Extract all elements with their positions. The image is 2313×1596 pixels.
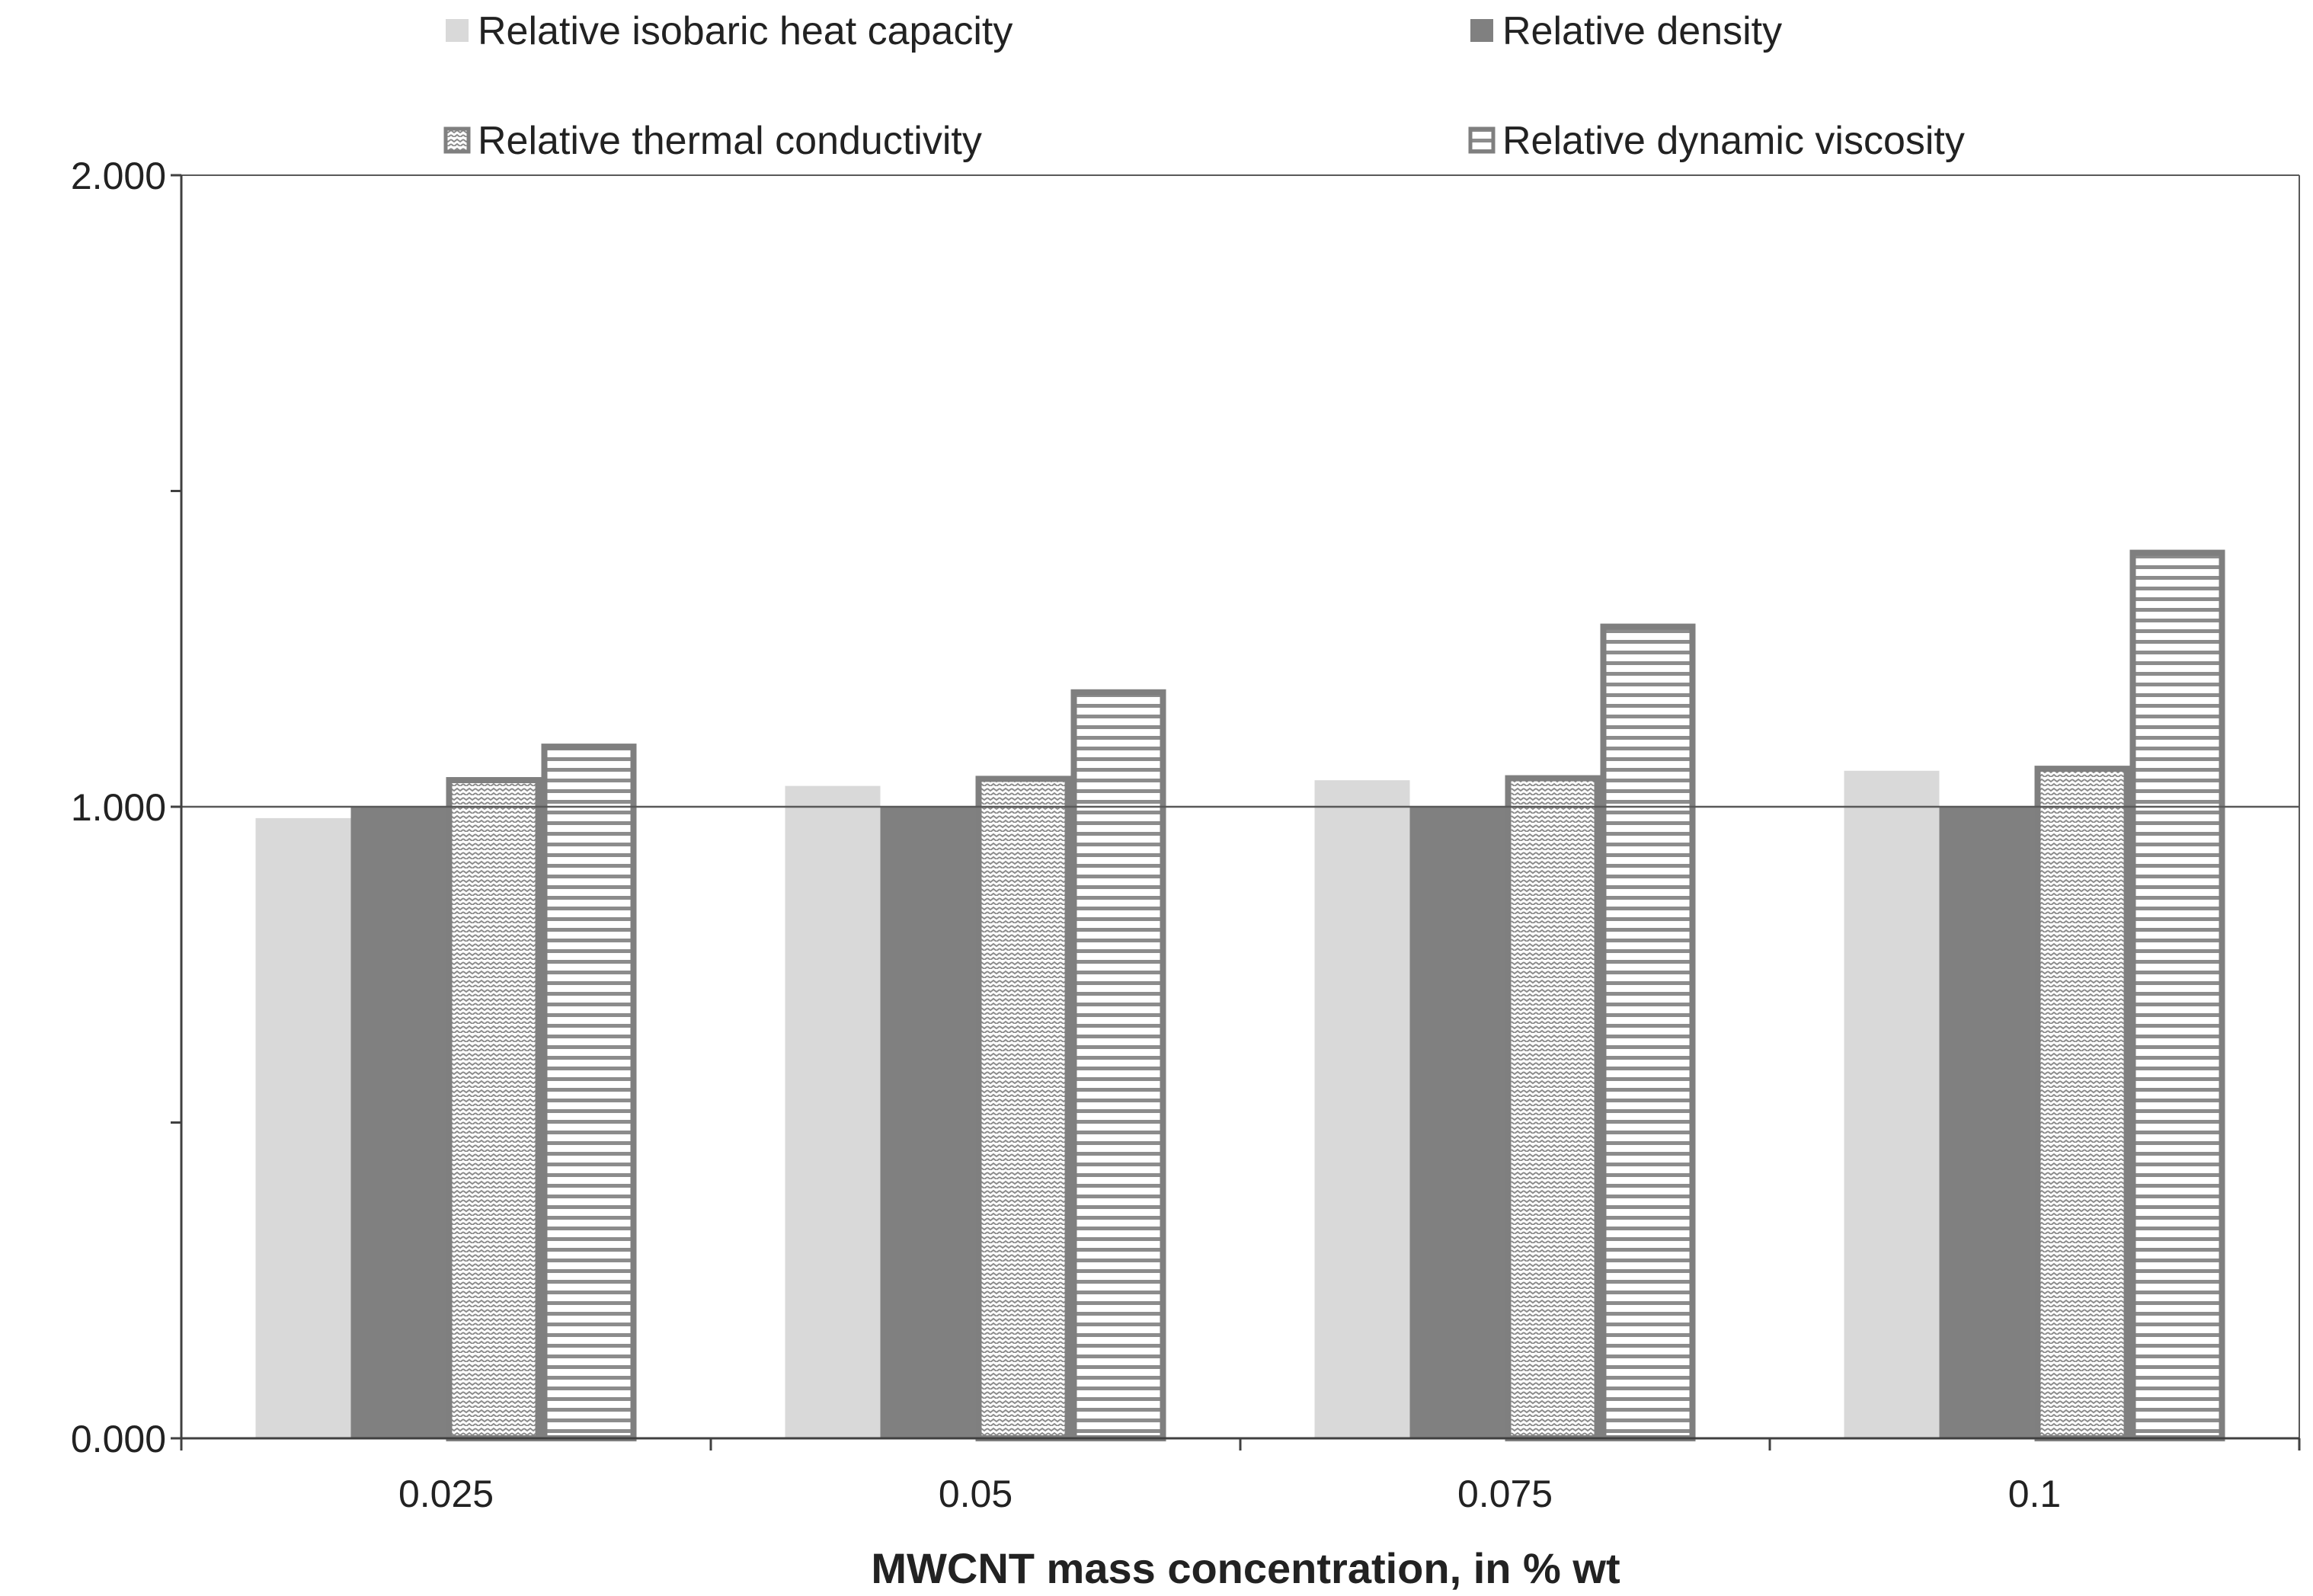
legend-swatch-relative-isobaric-heat-capacity	[446, 19, 469, 42]
x-tick-label-0-1: 0.1	[2008, 1473, 2062, 1515]
bar-relative-isobaric-heat-capacity-0-1	[1844, 770, 1940, 1438]
bar-relative-dynamic-viscosity-0-025	[541, 744, 637, 1441]
bar-relative-density-0-025	[350, 807, 446, 1438]
legend-swatch-relative-density	[1470, 19, 1493, 42]
bar-relative-thermal-conductivity-0-075	[1505, 775, 1601, 1441]
legend-label-relative-thermal-conductivity: Relative thermal conductivity	[478, 119, 982, 163]
bar-relative-density-0-05	[880, 807, 976, 1438]
bar-relative-isobaric-heat-capacity-0-025	[255, 817, 351, 1438]
x-tick-label-0-05: 0.05	[939, 1473, 1013, 1515]
bar-relative-thermal-conductivity-0-05	[975, 776, 1071, 1441]
legend: Relative isobaric heat capacity Relative …	[443, 9, 1965, 163]
legend-label-relative-density: Relative density	[1502, 9, 1782, 53]
bar-relative-isobaric-heat-capacity-0-075	[1314, 780, 1410, 1438]
bars	[255, 549, 2225, 1442]
axes: 0.000 1.000 2.000 0.025 0.05 0.075 0.1	[71, 155, 2301, 1515]
bar-relative-thermal-conductivity-0-025	[446, 777, 542, 1441]
bar-relative-thermal-conductivity-0-1	[2034, 766, 2130, 1441]
bar-relative-density-0-1	[1939, 807, 2035, 1438]
y-tick-label-1: 1.000	[71, 786, 166, 829]
y-tick-label-2: 2.000	[71, 155, 166, 197]
x-tick-label-0-025: 0.025	[398, 1473, 494, 1515]
x-tick-label-0-075: 0.075	[1457, 1473, 1553, 1515]
bar-relative-density-0-075	[1409, 807, 1505, 1438]
y-tick-label-0: 0.000	[71, 1418, 166, 1460]
bar-relative-dynamic-viscosity-0-075	[1600, 623, 1696, 1442]
legend-swatch-relative-dynamic-viscosity	[1468, 126, 1496, 154]
x-axis-title: MWCNT mass concentration, in % wt	[871, 1544, 1620, 1592]
legend-label-relative-dynamic-viscosity: Relative dynamic viscosity	[1502, 119, 1965, 163]
bar-relative-dynamic-viscosity-0-1	[2129, 549, 2225, 1441]
legend-swatch-relative-thermal-conductivity	[443, 126, 471, 154]
bar-relative-dynamic-viscosity-0-05	[1070, 689, 1166, 1441]
bar-relative-isobaric-heat-capacity-0-05	[785, 785, 881, 1438]
legend-label-relative-isobaric-heat-capacity: Relative isobaric heat capacity	[478, 9, 1013, 53]
